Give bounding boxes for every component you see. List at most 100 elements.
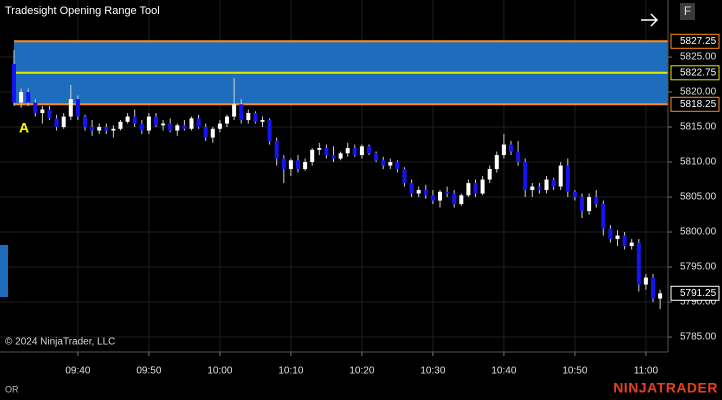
f-button[interactable] (680, 3, 695, 20)
price-badge (670, 285, 720, 301)
candle-body (47, 109, 52, 119)
candle-body (423, 190, 428, 196)
x-tick-label: 09:50 (136, 366, 161, 377)
candle-body (12, 64, 16, 103)
y-tick-label: 5810.00 (680, 157, 717, 168)
y-tick-label: 5795.00 (680, 262, 717, 273)
y-tick-label: 5815.00 (680, 122, 717, 133)
candle-body (565, 165, 570, 192)
candle-body (97, 127, 102, 131)
candle-body (83, 116, 87, 128)
candle-body (61, 116, 66, 128)
candle-body (104, 127, 109, 131)
candle-body (395, 162, 400, 170)
candle-body (303, 162, 308, 170)
candle-body (494, 155, 499, 170)
candle-body (445, 191, 450, 194)
candle-body (33, 102, 38, 114)
candle-body (239, 104, 244, 121)
candle-body (587, 197, 592, 212)
candle-body (352, 148, 357, 156)
candle-body (537, 186, 542, 191)
footer-tab[interactable]: OR (5, 384, 19, 394)
candle-body (324, 148, 329, 156)
candle-body (388, 162, 393, 166)
candle-body (253, 113, 258, 122)
candle-body (651, 277, 655, 299)
candle-body (217, 123, 222, 129)
candle-body (19, 92, 24, 103)
candles (12, 50, 663, 310)
candle-body (288, 160, 293, 170)
candle-body (558, 165, 563, 187)
candle-body (182, 125, 187, 129)
price-badge-label: 5822.75 (680, 67, 717, 78)
candle-body (594, 197, 599, 205)
candle-body (75, 99, 80, 117)
candle-body (90, 127, 95, 131)
candle-body (516, 151, 521, 163)
candle-body (168, 123, 173, 131)
candle-body (317, 148, 322, 150)
candle-body (658, 293, 663, 299)
candle-body (601, 204, 606, 229)
x-tick-label: 10:20 (349, 366, 374, 377)
candle-body (175, 125, 180, 131)
candle-body (189, 118, 194, 129)
chart-title: Tradesight Opening Range Tool (5, 5, 160, 17)
x-tick-label: 11:00 (634, 366, 659, 377)
side-tab[interactable] (0, 245, 8, 297)
price-badge-label: 5791.25 (680, 288, 717, 299)
candle-body (622, 235, 627, 247)
price-badge (670, 96, 720, 112)
candle-body (54, 118, 59, 128)
candle-body (452, 193, 457, 205)
x-tick-label: 10:30 (420, 366, 445, 377)
candle-body (267, 120, 272, 142)
candle-body (26, 92, 31, 103)
y-tick-label: 5785.00 (680, 332, 717, 343)
y-tick-label: 5805.00 (680, 192, 717, 203)
candle-body (196, 118, 201, 128)
candle-body (544, 179, 549, 191)
candle-body (296, 160, 300, 170)
f-button-label: F (684, 4, 691, 18)
y-tick-label: 5800.00 (680, 227, 717, 238)
x-tick-label: 10:00 (207, 366, 232, 377)
candle-body (359, 146, 364, 156)
x-tick-label: 09:40 (65, 366, 90, 377)
candle-body (338, 153, 343, 159)
candle-body (402, 169, 407, 184)
candle-body (161, 123, 166, 126)
candle-body (274, 141, 279, 159)
candle-body (246, 113, 251, 121)
candle-body (210, 128, 215, 138)
copyright: © 2024 NinjaTrader, LLC (5, 337, 115, 348)
candle-body (636, 242, 641, 285)
candle-body (68, 99, 73, 117)
candle-body (501, 144, 506, 156)
arrow-icon[interactable] (641, 13, 659, 27)
x-tick-label: 10:40 (491, 366, 516, 377)
candle-body (643, 277, 648, 285)
candle-body (509, 144, 513, 152)
candle-body (523, 162, 528, 191)
candle-body (416, 190, 421, 194)
candle-body (154, 116, 158, 126)
y-tick-label: 5825.00 (680, 52, 717, 63)
price-badge (670, 33, 720, 49)
candle-body (132, 116, 137, 124)
y-tick-label: 5820.00 (680, 87, 717, 98)
candle-body (281, 158, 286, 170)
candle-body (430, 195, 435, 201)
candle-body (345, 148, 350, 154)
candle-body (608, 228, 613, 240)
candle-body (232, 104, 237, 117)
candle-body (118, 121, 123, 129)
candle-body (125, 116, 130, 122)
candle-body (203, 127, 208, 138)
candle-body (615, 235, 620, 240)
opening-range (14, 40, 668, 106)
candle-body (480, 179, 485, 194)
